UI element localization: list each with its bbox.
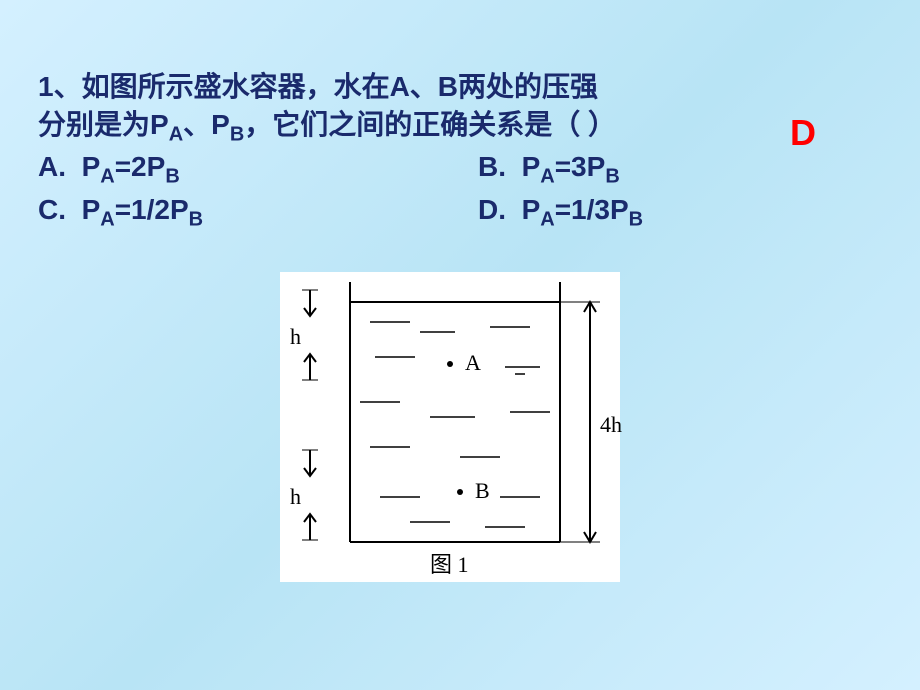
- options-row-1: A. PA=2PB B. PA=3PB: [38, 148, 882, 191]
- optC-letter: C.: [38, 194, 66, 225]
- q-line1: 1、如图所示盛水容器，水在A、B两处的压强: [38, 71, 598, 102]
- q-subA: A: [169, 123, 183, 145]
- option-B: B. PA=3PB: [478, 148, 882, 191]
- figure-diagram: A Bh h 4h 图 1: [260, 272, 640, 612]
- optB-rsub: B: [605, 166, 619, 188]
- option-C: C. PA=1/2PB: [38, 191, 478, 234]
- optB-lsub: A: [540, 166, 554, 188]
- figure-svg: A Bh h 4h 图 1: [260, 272, 640, 612]
- question-text: 1、如图所示盛水容器，水在A、B两处的压强 分别是为PA、PB，它们之间的正确关…: [38, 68, 882, 148]
- svg-text:A: A: [465, 350, 481, 375]
- optB-lhs: P: [522, 151, 541, 182]
- svg-text:h: h: [290, 484, 301, 509]
- optC-rsub: B: [189, 208, 203, 230]
- optA-lhs: P: [82, 151, 101, 182]
- optB-eq: =3P: [555, 151, 606, 182]
- option-A: A. PA=2PB: [38, 148, 478, 191]
- optC-lsub: A: [100, 208, 114, 230]
- q-subB: B: [230, 123, 244, 145]
- optA-rsub: B: [165, 166, 179, 188]
- optB-letter: B.: [478, 151, 506, 182]
- optC-eq: =1/2P: [115, 194, 189, 225]
- optA-letter: A.: [38, 151, 66, 182]
- q-line2-pre: 分别是为P: [38, 109, 169, 140]
- optD-rsub: B: [629, 208, 643, 230]
- optD-eq: =1/3P: [555, 194, 629, 225]
- svg-text:h: h: [290, 324, 301, 349]
- options-block: A. PA=2PB B. PA=3PB C. PA=1/2PB D. PA=1/…: [38, 148, 882, 233]
- optC-lhs: P: [82, 194, 101, 225]
- svg-text:B: B: [475, 478, 490, 503]
- optD-lsub: A: [540, 208, 554, 230]
- option-D: D. PA=1/3PB: [478, 191, 882, 234]
- q-line2-post: ，它们之间的正确关系是（ ）: [244, 109, 616, 140]
- svg-text:4h: 4h: [600, 412, 622, 437]
- options-row-2: C. PA=1/2PB D. PA=1/3PB: [38, 191, 882, 234]
- optD-letter: D.: [478, 194, 506, 225]
- svg-text:图 1: 图 1: [430, 552, 469, 577]
- optA-lsub: A: [100, 166, 114, 188]
- q-line2-mid: 、P: [183, 109, 230, 140]
- optD-lhs: P: [522, 194, 541, 225]
- optA-eq: =2P: [115, 151, 166, 182]
